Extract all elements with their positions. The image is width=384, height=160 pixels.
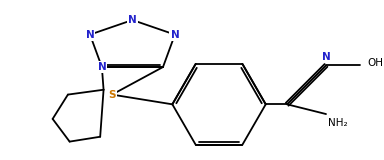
Text: S: S — [108, 90, 116, 100]
Text: N: N — [170, 30, 179, 40]
Text: OH: OH — [368, 58, 384, 68]
Text: N: N — [98, 62, 106, 72]
Text: N: N — [128, 15, 137, 25]
Text: NH₂: NH₂ — [328, 118, 348, 128]
Text: N: N — [322, 52, 330, 63]
Text: N: N — [86, 30, 94, 40]
